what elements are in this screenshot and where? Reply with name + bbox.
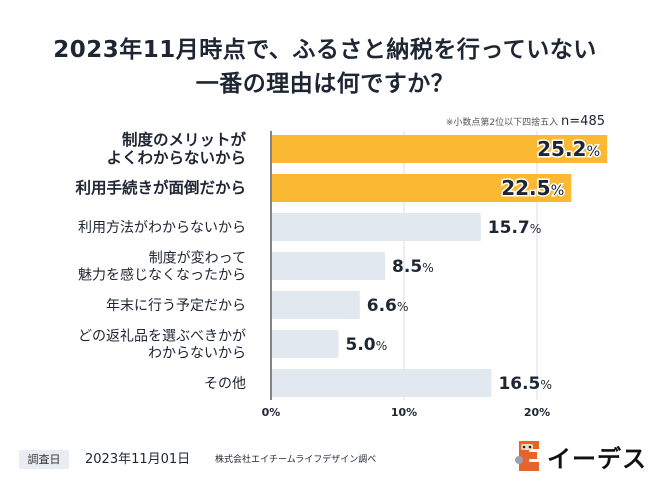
x-tick-label: 10% bbox=[391, 406, 417, 419]
x-tick-label: 0% bbox=[262, 406, 281, 419]
bar bbox=[272, 135, 608, 163]
value-label: 5.0% bbox=[346, 335, 388, 355]
survey-date-label: 調査日 bbox=[19, 450, 69, 469]
bar bbox=[272, 369, 492, 397]
bar bbox=[272, 174, 572, 202]
source-credit: 株式会社エイチームライフデザイン調べ bbox=[215, 455, 377, 465]
category-label: 年末に行う予定だから bbox=[106, 298, 246, 314]
value-label: 8.5% bbox=[392, 257, 434, 277]
survey-date: 2023年11月01日 bbox=[85, 452, 191, 467]
value-label: 16.5% bbox=[498, 374, 552, 394]
bar bbox=[272, 213, 481, 241]
bar bbox=[272, 330, 339, 358]
value-label: 15.7% bbox=[488, 218, 542, 238]
bar bbox=[272, 252, 386, 280]
x-tick-label: 20% bbox=[524, 406, 550, 419]
category-label: わからないから bbox=[148, 346, 246, 362]
value-label: 22.5% bbox=[501, 176, 564, 200]
rounding-note-text: ※小数点第2位以下四捨五入 bbox=[445, 118, 559, 128]
category-label: 魅力を感じなくなったから bbox=[78, 267, 246, 284]
sample-size: n=485 bbox=[561, 114, 605, 129]
value-label: 25.2% bbox=[537, 137, 600, 161]
edes-logo: イーデス bbox=[515, 440, 647, 473]
logo-text: イーデス bbox=[547, 444, 647, 473]
rounding-note: ※小数点第2位以下四捨五入 n=485 bbox=[446, 114, 605, 129]
category-label: 制度が変わって bbox=[149, 250, 246, 267]
category-label: その他 bbox=[204, 376, 246, 392]
e-block-mascot-icon bbox=[515, 441, 539, 471]
category-label: 利用手続きが面倒だから bbox=[75, 178, 246, 197]
category-label: どの返礼品を選ぶべきかが bbox=[78, 329, 246, 345]
value-label: 6.6% bbox=[367, 296, 409, 316]
category-label: 制度のメリットが bbox=[122, 130, 247, 149]
chart-title-line1: 2023年11月時点で、ふるさと納税を行っていない bbox=[53, 37, 597, 63]
bar bbox=[272, 291, 360, 319]
category-label: 利用方法がわからないから bbox=[78, 220, 246, 236]
chart-title-line2: 一番の理由は何ですか？ bbox=[195, 71, 455, 97]
category-label: よくわからないから bbox=[106, 149, 246, 167]
